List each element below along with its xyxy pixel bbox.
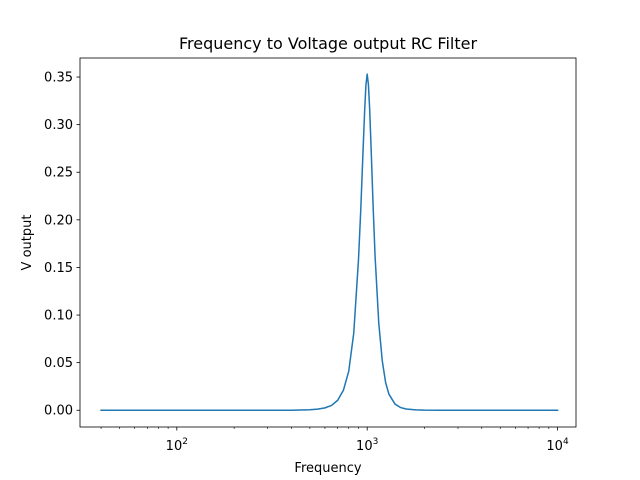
x-tick-label: 102 [166, 437, 188, 454]
x-tick-label: 103 [356, 437, 378, 454]
y-tick-label: 0.25 [44, 166, 73, 181]
y-axis-label: V output [20, 215, 35, 271]
y-tick-label: 0.05 [44, 356, 73, 371]
y-tick-label: 0.00 [44, 404, 73, 419]
y-tick-label: 0.15 [44, 261, 73, 276]
x-tick-base: 10 [546, 439, 563, 454]
y-tick-label: 0.20 [44, 213, 73, 228]
series-line [100, 73, 559, 411]
x-tick-exponent: 2 [182, 437, 188, 447]
plot-area [100, 73, 559, 411]
x-tick-base: 10 [166, 439, 183, 454]
x-tick-exponent: 4 [563, 437, 569, 447]
chart-title: Frequency to Voltage output RC Filter [179, 34, 477, 53]
y-tick-label: 0.35 [44, 71, 73, 86]
y-axis: 0.00 0.05 0.10 0.15 0.20 0.25 0.30 0.35 [44, 71, 80, 419]
axes-frame [79, 57, 577, 428]
x-tick-base: 10 [356, 439, 373, 454]
x-tick-exponent: 3 [373, 437, 379, 447]
x-axis-label: Frequency [294, 461, 361, 476]
y-tick-label: 0.10 [44, 309, 73, 324]
x-tick-label: 104 [546, 437, 569, 454]
y-tick-label: 0.30 [44, 118, 73, 133]
x-axis: 102 103 104 [100, 427, 569, 454]
